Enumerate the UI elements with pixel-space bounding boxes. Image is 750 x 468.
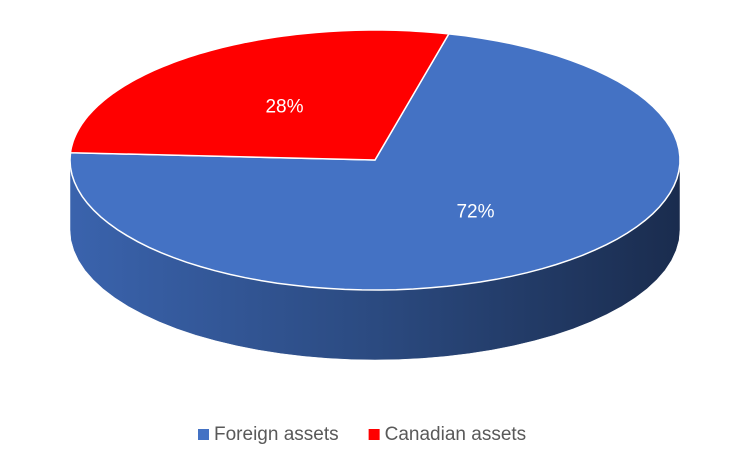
top-faces: [69, 29, 681, 291]
legend-label: Foreign assets: [214, 424, 339, 445]
slice: [69, 29, 451, 161]
legend-swatch: [198, 429, 209, 440]
data-label: 72%: [456, 201, 494, 222]
data-label: 28%: [265, 97, 303, 118]
slice: [69, 33, 681, 291]
legend-label: Canadian assets: [385, 424, 527, 445]
legend: Foreign assets Canadian assets: [198, 424, 526, 445]
legend-swatch: [368, 429, 380, 440]
